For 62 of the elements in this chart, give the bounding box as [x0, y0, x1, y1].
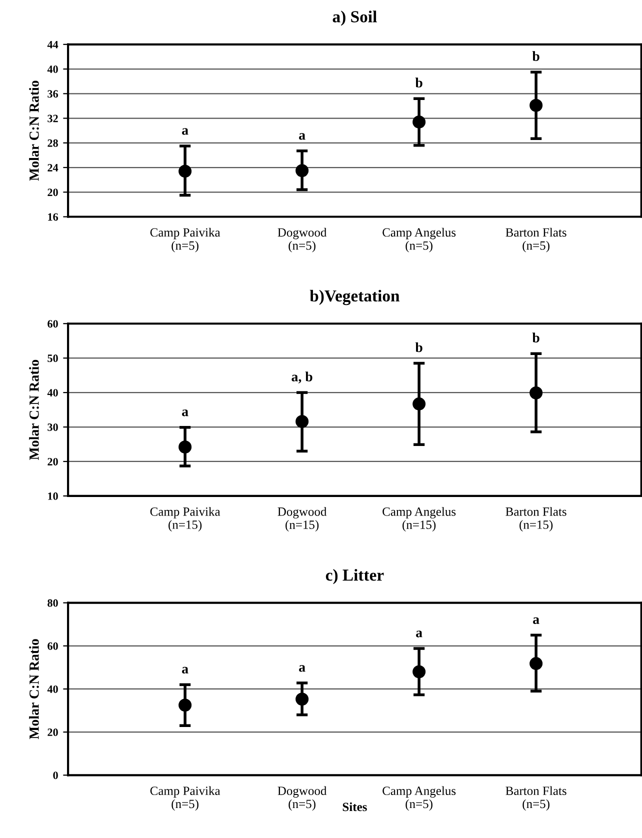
annotation: a	[182, 410, 188, 416]
point	[296, 692, 309, 706]
y-tick-label: 28	[48, 139, 58, 147]
y-tick-label: 50	[48, 354, 58, 362]
chart-title: b)Vegetation	[310, 290, 400, 306]
point	[178, 164, 192, 178]
chart-title: a) Soil	[332, 10, 377, 26]
y-tick-label: 60	[48, 642, 58, 650]
y-tick-label: 36	[48, 90, 58, 98]
x-tick-label: Camp Angelus (n=5)	[382, 786, 456, 811]
y-tick-label: 20	[48, 458, 58, 466]
y-tick-label: 32	[48, 114, 58, 122]
y-axis-title: Molar C:N Ratio	[29, 80, 39, 181]
y-tick-label: 60	[48, 320, 58, 328]
x-tick-label: Dogwood (n=5)	[278, 786, 327, 811]
y-axis-title: Molar C:N Ratio	[29, 639, 39, 740]
x-tick-label: Barton Flats (n=5)	[506, 786, 566, 811]
point	[296, 414, 309, 428]
y-tick-label: 30	[48, 423, 58, 431]
annotation: a	[182, 666, 188, 674]
y-tick-label: 40	[47, 389, 58, 397]
point	[412, 115, 426, 128]
y-tick-label: 0	[53, 772, 58, 780]
annotation: a	[299, 665, 306, 672]
annotation: a	[416, 630, 422, 638]
x-tick-label: Camp Paivika (n=5)	[150, 786, 220, 811]
x-tick-label: Barton Flats (n=5)	[506, 228, 566, 252]
annotation: a	[299, 133, 306, 140]
point	[296, 164, 309, 178]
point	[530, 98, 543, 112]
x-tick-label: Camp Paivika (n=5)	[150, 228, 220, 252]
annotation: a	[182, 128, 188, 135]
annotation: a, b	[292, 372, 312, 384]
y-tick-label: 10	[48, 492, 58, 500]
chart-title: c) Litter	[326, 569, 384, 584]
point	[530, 657, 543, 670]
annotation: b	[415, 78, 422, 88]
annotation: a	[533, 617, 540, 624]
x-tick-label: Dogwood (n=15)	[278, 507, 327, 532]
point	[178, 440, 192, 454]
y-tick-label: 80	[48, 599, 58, 607]
y-tick-label: 44	[47, 40, 58, 48]
y-tick-label: 20	[48, 188, 58, 196]
point	[178, 698, 192, 712]
y-tick-label: 24	[48, 164, 58, 172]
point	[412, 397, 426, 410]
annotation: b	[415, 342, 422, 352]
x-axis-title: Sites	[342, 802, 367, 812]
point	[530, 386, 543, 400]
annotation: b	[532, 51, 540, 61]
y-tick-label: 16	[48, 213, 58, 221]
x-tick-label: Dogwood (n=5)	[278, 228, 327, 252]
x-tick-label: Camp Angelus (n=15)	[382, 507, 456, 532]
x-tick-label: Camp Paivika (n=15)	[150, 507, 220, 532]
x-tick-label: Barton Flats (n=15)	[506, 507, 566, 532]
y-tick-label: 20	[48, 728, 58, 736]
y-tick-label: 40	[47, 685, 58, 693]
point	[412, 665, 426, 678]
y-tick-label: 40	[47, 66, 58, 73]
x-tick-label: Camp Angelus (n=5)	[382, 228, 456, 252]
y-axis-title: Molar C:N Ratio	[29, 360, 39, 460]
annotation: b	[532, 332, 540, 342]
